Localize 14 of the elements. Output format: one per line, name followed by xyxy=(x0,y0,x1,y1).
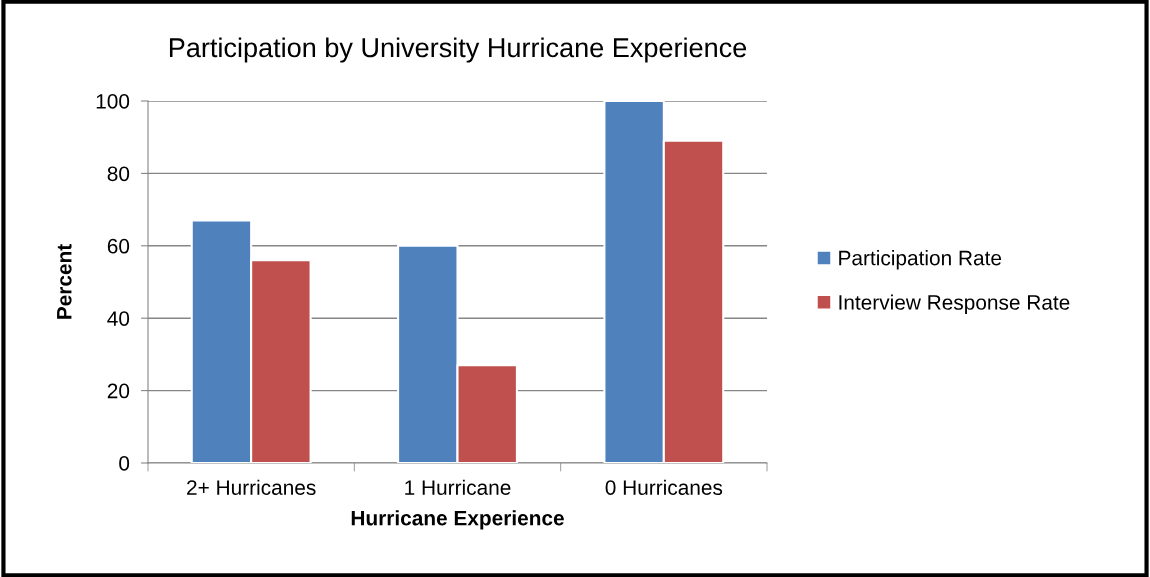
x-tick-label: 2+ Hurricanes xyxy=(187,479,316,495)
chart-title: Participation by University Hurricane Experience xyxy=(169,37,747,63)
legend-label: Interview Response Rate xyxy=(839,294,1070,314)
y-tick-label: 80 xyxy=(107,166,130,182)
x-tick-label: 1 Hurricane xyxy=(405,479,511,495)
y-tick-label: 40 xyxy=(107,311,130,326)
y-axis-title: Percent xyxy=(57,244,72,319)
y-tick-label: 60 xyxy=(107,238,130,254)
x-axis-title: Hurricane Experience xyxy=(351,510,564,530)
y-tick-label: 100 xyxy=(96,94,130,109)
y-tick-label: 20 xyxy=(107,383,130,399)
x-tick-label: 0 Hurricanes xyxy=(605,479,723,495)
legend-label: Participation Rate xyxy=(839,250,1002,270)
y-tick-label: 0 xyxy=(119,456,130,471)
